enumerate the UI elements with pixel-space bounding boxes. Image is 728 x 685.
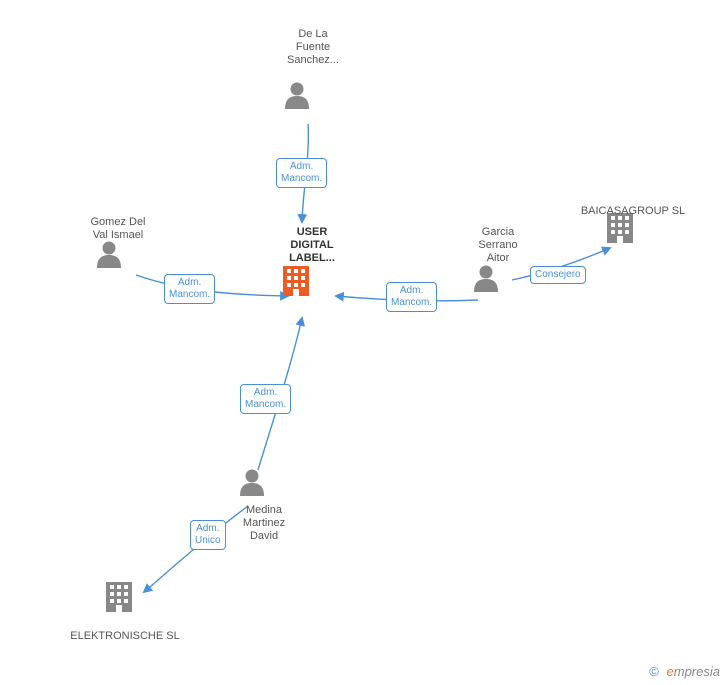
edge-label-delafuente-center[interactable]: Adm. Mancom. (276, 158, 327, 188)
watermark-initial: e (667, 664, 674, 679)
node-label-delafuente[interactable]: De La Fuente Sanchez... (278, 28, 348, 68)
edge-label-garcia-center[interactable]: Adm. Mancom. (386, 282, 437, 312)
person-icon[interactable] (474, 266, 498, 293)
edge-label-medina-center[interactable]: Adm. Mancom. (240, 384, 291, 414)
node-label-garcia[interactable]: Garcia Serrano Aitor (468, 226, 528, 266)
person-icon[interactable] (240, 470, 264, 497)
edge-label-gomez-center[interactable]: Adm. Mancom. (164, 274, 215, 304)
watermark: © empresia (649, 664, 720, 679)
person-icon[interactable] (285, 83, 309, 110)
person-icon[interactable] (97, 242, 121, 269)
node-label-center[interactable]: USER DIGITAL LABEL... (282, 226, 342, 266)
node-label-medina[interactable]: Medina Martinez David (234, 504, 294, 544)
node-label-baicasa[interactable]: BAICASAGROUP SL (568, 205, 698, 218)
edge-label-garcia-baicasa[interactable]: Consejero (530, 266, 586, 284)
node-label-gomez[interactable]: Gomez Del Val Ismael (78, 216, 158, 242)
edge-label-medina-elektronische[interactable]: Adm. Unico (190, 520, 226, 550)
company-icon[interactable] (283, 266, 309, 296)
company-icon[interactable] (106, 582, 132, 612)
watermark-text: mpresia (674, 664, 720, 679)
node-label-elektronische[interactable]: ELEKTRONISCHE SL (60, 630, 190, 643)
copyright-symbol: © (649, 664, 659, 679)
